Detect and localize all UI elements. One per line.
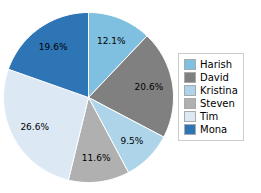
html-text:Tim: Tim	[200, 110, 219, 122]
html-text:Harish: Harish	[200, 58, 233, 70]
html-text:Mona: Mona	[200, 123, 228, 135]
svg-text:11.6%: 11.6%	[82, 153, 111, 163]
svg-text:19.6%: 19.6%	[39, 42, 68, 52]
svg-text:26.6%: 26.6%	[20, 121, 49, 131]
html-text:David: David	[200, 71, 229, 83]
svg-text:12.1%: 12.1%	[97, 35, 126, 45]
html-text:Kristina: Kristina	[200, 84, 238, 96]
svg-text:20.6%: 20.6%	[135, 82, 164, 92]
svg-text:9.5%: 9.5%	[120, 135, 143, 145]
html-text:Steven: Steven	[200, 97, 235, 109]
